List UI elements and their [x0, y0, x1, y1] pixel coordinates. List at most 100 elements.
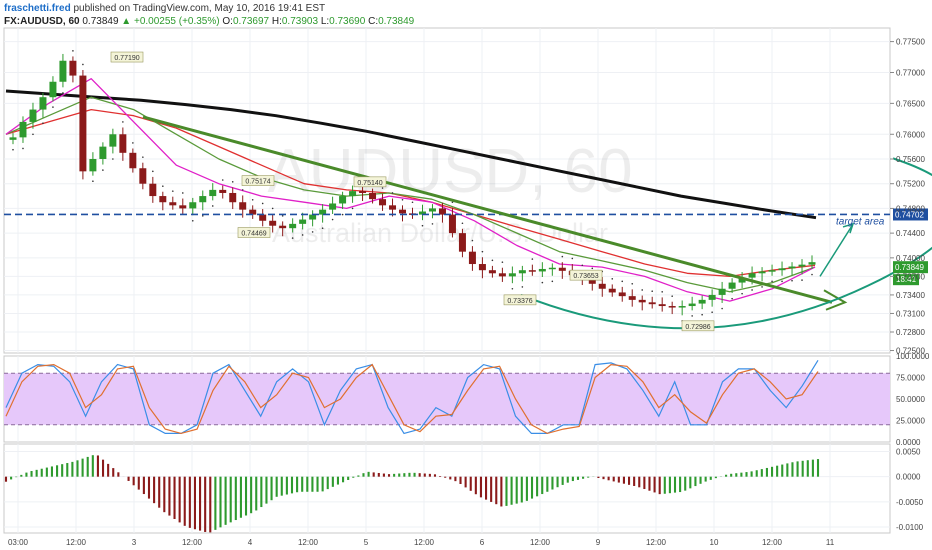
- price-tick-label: 0.72500: [896, 347, 925, 356]
- sar-dot: [791, 279, 793, 282]
- watermark-name: Australian Dollar/U.S. Dollar: [272, 218, 608, 248]
- macd-tick-label: 0.0000: [896, 473, 921, 482]
- candle-body: [259, 214, 267, 221]
- sar-dot: [721, 307, 723, 310]
- indicator-line-ema_green: [5, 96, 816, 293]
- candle-body: [209, 189, 217, 197]
- sar-dot: [251, 198, 254, 201]
- candle-body: [518, 270, 526, 274]
- indicator-line-ma200: [5, 89, 817, 220]
- sar-dot: [511, 287, 514, 290]
- candle-body: [39, 97, 47, 110]
- sar-dot: [531, 258, 534, 260]
- candle-body: [718, 288, 726, 295]
- sar-dot: [541, 281, 544, 284]
- candle-body: [9, 137, 17, 140]
- sar-dot: [401, 198, 404, 201]
- high-label: H:: [271, 16, 282, 27]
- x-tick-label: 12:00: [530, 538, 551, 547]
- author-link[interactable]: fraschetti.fred: [4, 3, 71, 14]
- candle-body: [768, 270, 776, 272]
- panel-frame: [3, 27, 891, 354]
- sar-dot: [521, 286, 524, 288]
- price-annotation-label: 0.74469: [241, 231, 266, 238]
- price-tick-label: 0.77000: [896, 68, 925, 77]
- sar-dot: [381, 187, 384, 189]
- downtrend-line: [142, 115, 833, 304]
- candle-body: [598, 283, 606, 289]
- candle-body: [698, 299, 706, 304]
- candle-body: [19, 121, 27, 138]
- stoch-line-d: [5, 363, 819, 435]
- sar-dot: [241, 189, 244, 191]
- candle-body: [798, 264, 806, 267]
- stoch-tick-label: 50.0000: [896, 395, 925, 404]
- stochastic-lines: [5, 359, 819, 435]
- current-price-label: 0.73849: [895, 263, 924, 272]
- macd-tick-label: 0.0050: [896, 448, 921, 457]
- candle-body: [69, 60, 77, 76]
- sar-dot: [781, 280, 783, 283]
- indicator-line-ema_red: [5, 108, 816, 278]
- candle-body: [89, 158, 97, 172]
- target-arrowhead: [842, 222, 855, 234]
- candle-body: [29, 109, 37, 122]
- symbol-line: FX:AUDUSD, 60 0.73849 ▲ +0.00255 (+0.35%…: [4, 15, 904, 28]
- sar-dot: [591, 267, 594, 270]
- price-annotation-box: [241, 175, 275, 186]
- price-annotation-label: 0.73376: [507, 298, 532, 305]
- candles: [9, 50, 816, 322]
- x-tick-label: 12:00: [182, 538, 203, 547]
- x-tick-label: 3: [132, 538, 137, 547]
- grid-layer: [3, 27, 891, 534]
- sar-dot: [611, 278, 614, 280]
- price-annotation-box: [681, 320, 715, 332]
- price-annotation-label: 0.77190: [114, 55, 139, 62]
- x-tick-label: 4: [248, 538, 253, 547]
- candle-body: [129, 152, 137, 169]
- drawings: 0.77190 0.75174 0.74469 0.75140 0.73653 0.733…: [4, 51, 932, 332]
- candle-body: [379, 199, 387, 206]
- candle-body: [498, 273, 506, 277]
- sar-dot: [481, 250, 484, 253]
- price-tick-label: 0.74800: [896, 204, 925, 213]
- x-tick-label: 9: [596, 538, 601, 547]
- indicator-lines: [5, 78, 817, 302]
- candle-body: [538, 268, 546, 272]
- stochastic-band: [4, 372, 890, 426]
- candle-body: [199, 196, 207, 203]
- price-annotation-box: [569, 269, 603, 281]
- target-area-label: target area: [836, 216, 885, 227]
- open-value: 0.73697: [232, 16, 270, 27]
- macd-histogram: [4, 455, 820, 533]
- candle-body: [748, 273, 756, 278]
- sar-dot: [701, 313, 703, 316]
- candle-body: [339, 196, 347, 204]
- x-tick-label: 5: [364, 538, 369, 547]
- candle-body: [488, 270, 496, 274]
- candle-body: [179, 205, 187, 209]
- stoch-tick-label: 75.0000: [896, 374, 925, 383]
- candle-body: [159, 196, 167, 203]
- macd-tick-label: -0.0050: [896, 498, 924, 507]
- price-tick-label: 0.76000: [896, 130, 925, 139]
- candle-body: [399, 209, 407, 214]
- sar-dot: [461, 222, 464, 225]
- price-change: ▲ +0.00255 (+0.35%): [121, 16, 220, 27]
- candle-body: [628, 296, 636, 300]
- price-tick-label: 0.75600: [896, 155, 925, 164]
- price-tick-label: 0.73400: [896, 291, 925, 300]
- sar-dot: [741, 292, 743, 295]
- sar-dot: [391, 192, 394, 194]
- sar-dot: [621, 280, 624, 283]
- sar-dot: [62, 92, 64, 94]
- candle-body: [418, 211, 426, 215]
- sar-dot: [321, 227, 324, 229]
- candle-body: [758, 271, 766, 274]
- timer-tag: [893, 274, 919, 286]
- sar-dot: [132, 142, 134, 144]
- low-value: 0.73690: [329, 16, 366, 27]
- x-tick-label: 03:00: [8, 538, 29, 547]
- price-tick-label: 0.74000: [896, 254, 925, 263]
